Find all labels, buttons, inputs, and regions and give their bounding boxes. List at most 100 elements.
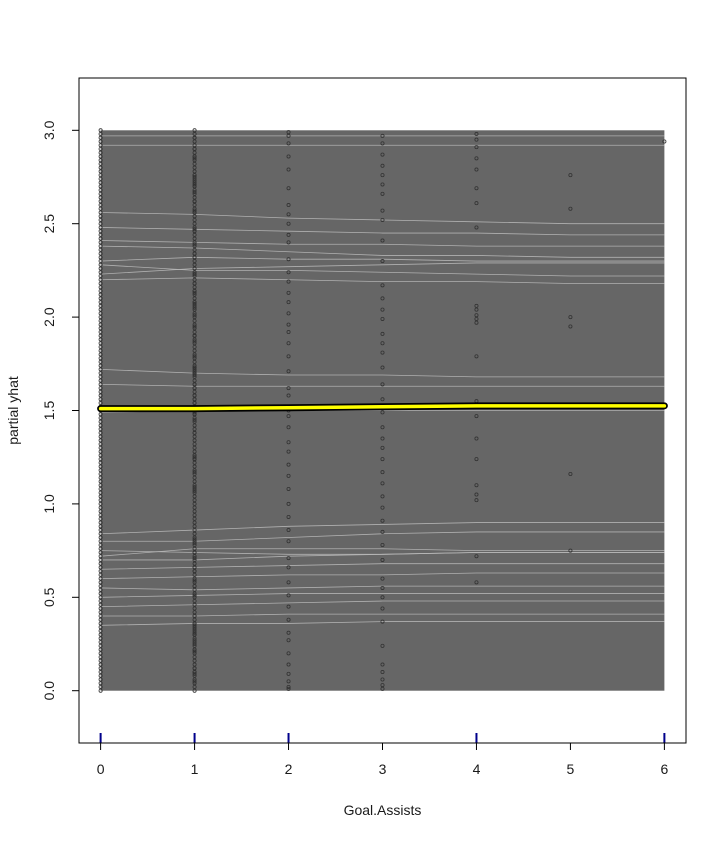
observation-point [98, 344, 103, 349]
observation-point [192, 146, 197, 151]
observation-point [474, 354, 479, 359]
observation-point [192, 161, 197, 166]
points-x-1 [192, 135, 197, 684]
observation-point [98, 217, 103, 222]
observation-point [192, 479, 197, 484]
observation-point [192, 300, 197, 305]
observation-point [192, 344, 197, 349]
observation-point [192, 488, 197, 493]
observation-point [192, 557, 197, 562]
y-tick-label: 0.0 [41, 681, 57, 701]
observation-point [192, 255, 197, 260]
observation-point [192, 150, 197, 155]
observation-point [192, 520, 197, 525]
observation-point [286, 354, 291, 359]
observation-point [380, 662, 385, 667]
observation-point [192, 505, 197, 510]
observation-point [192, 501, 197, 506]
observation-point [98, 457, 103, 462]
observation-point [192, 363, 197, 368]
observation-point [192, 671, 197, 676]
observation-point [192, 373, 197, 378]
observation-point [286, 130, 291, 135]
observation-point [286, 311, 291, 316]
observation-point [98, 557, 103, 562]
observation-point [192, 188, 197, 193]
observation-point [192, 367, 197, 372]
observation-point [474, 201, 479, 206]
observation-point [192, 677, 197, 682]
observation-point [98, 662, 103, 667]
observation-point [286, 473, 291, 478]
observation-point [98, 445, 103, 450]
observation-point [98, 561, 103, 566]
observation-point [98, 318, 103, 323]
observation-point [192, 470, 197, 475]
observation-point [474, 492, 479, 497]
observation-point [98, 412, 103, 417]
observation-point [98, 595, 103, 600]
observation-point [192, 313, 197, 318]
observation-point [98, 569, 103, 574]
observation-point [98, 501, 103, 506]
observation-point [98, 274, 103, 279]
observation-point [98, 150, 103, 155]
observation-point [98, 255, 103, 260]
observation-point [98, 247, 103, 252]
observation-point [286, 425, 291, 430]
observation-point [474, 498, 479, 503]
pdp-line-0 [98, 404, 667, 411]
observation-point [98, 203, 103, 208]
observation-point [192, 434, 197, 439]
observation-point [568, 324, 573, 329]
y-tick-label: 1.0 [41, 494, 57, 514]
observation-point [380, 686, 385, 691]
observation-point [98, 475, 103, 480]
observation-point [192, 359, 197, 364]
observation-point [192, 277, 197, 282]
observation-points [98, 128, 667, 693]
observation-point [192, 386, 197, 391]
observation-point [286, 565, 291, 570]
observation-point [192, 322, 197, 327]
observation-point [192, 591, 197, 596]
observation-point [98, 580, 103, 585]
observation-point [98, 292, 103, 297]
observation-point [286, 221, 291, 226]
observation-point [98, 378, 103, 383]
observation-point [98, 352, 103, 357]
observation-point [98, 483, 103, 488]
observation-point [98, 472, 103, 477]
observation-point [192, 550, 197, 555]
observation-point [98, 427, 103, 432]
observation-point [380, 677, 385, 682]
observation-point [192, 262, 197, 267]
observation-point [98, 161, 103, 166]
observation-point [192, 184, 197, 189]
y-axis: 0.0 0.5 1.0 1.5 2.0 2.5 3.0 [41, 120, 79, 700]
observation-point [98, 169, 103, 174]
ice-line-20 [100, 600, 665, 608]
observation-point [192, 270, 197, 275]
observation-point [662, 139, 667, 144]
x-tick-label: 3 [379, 761, 387, 777]
observation-point [286, 556, 291, 561]
observation-point [192, 617, 197, 622]
observation-point [192, 397, 197, 402]
ice-line-15 [100, 548, 665, 557]
observation-point [286, 414, 291, 419]
observation-point [98, 460, 103, 465]
observation-point [380, 445, 385, 450]
observation-point [98, 673, 103, 678]
observation-point [474, 580, 479, 585]
observation-point [192, 288, 197, 293]
observation-point [286, 684, 291, 689]
observation-point [380, 283, 385, 288]
y-axis-title: partial yhat [5, 376, 21, 445]
observation-point [98, 621, 103, 626]
points-x-0 [98, 128, 103, 693]
observation-point [380, 595, 385, 600]
observation-point [192, 546, 197, 551]
observation-point [98, 516, 103, 521]
observation-point [98, 486, 103, 491]
